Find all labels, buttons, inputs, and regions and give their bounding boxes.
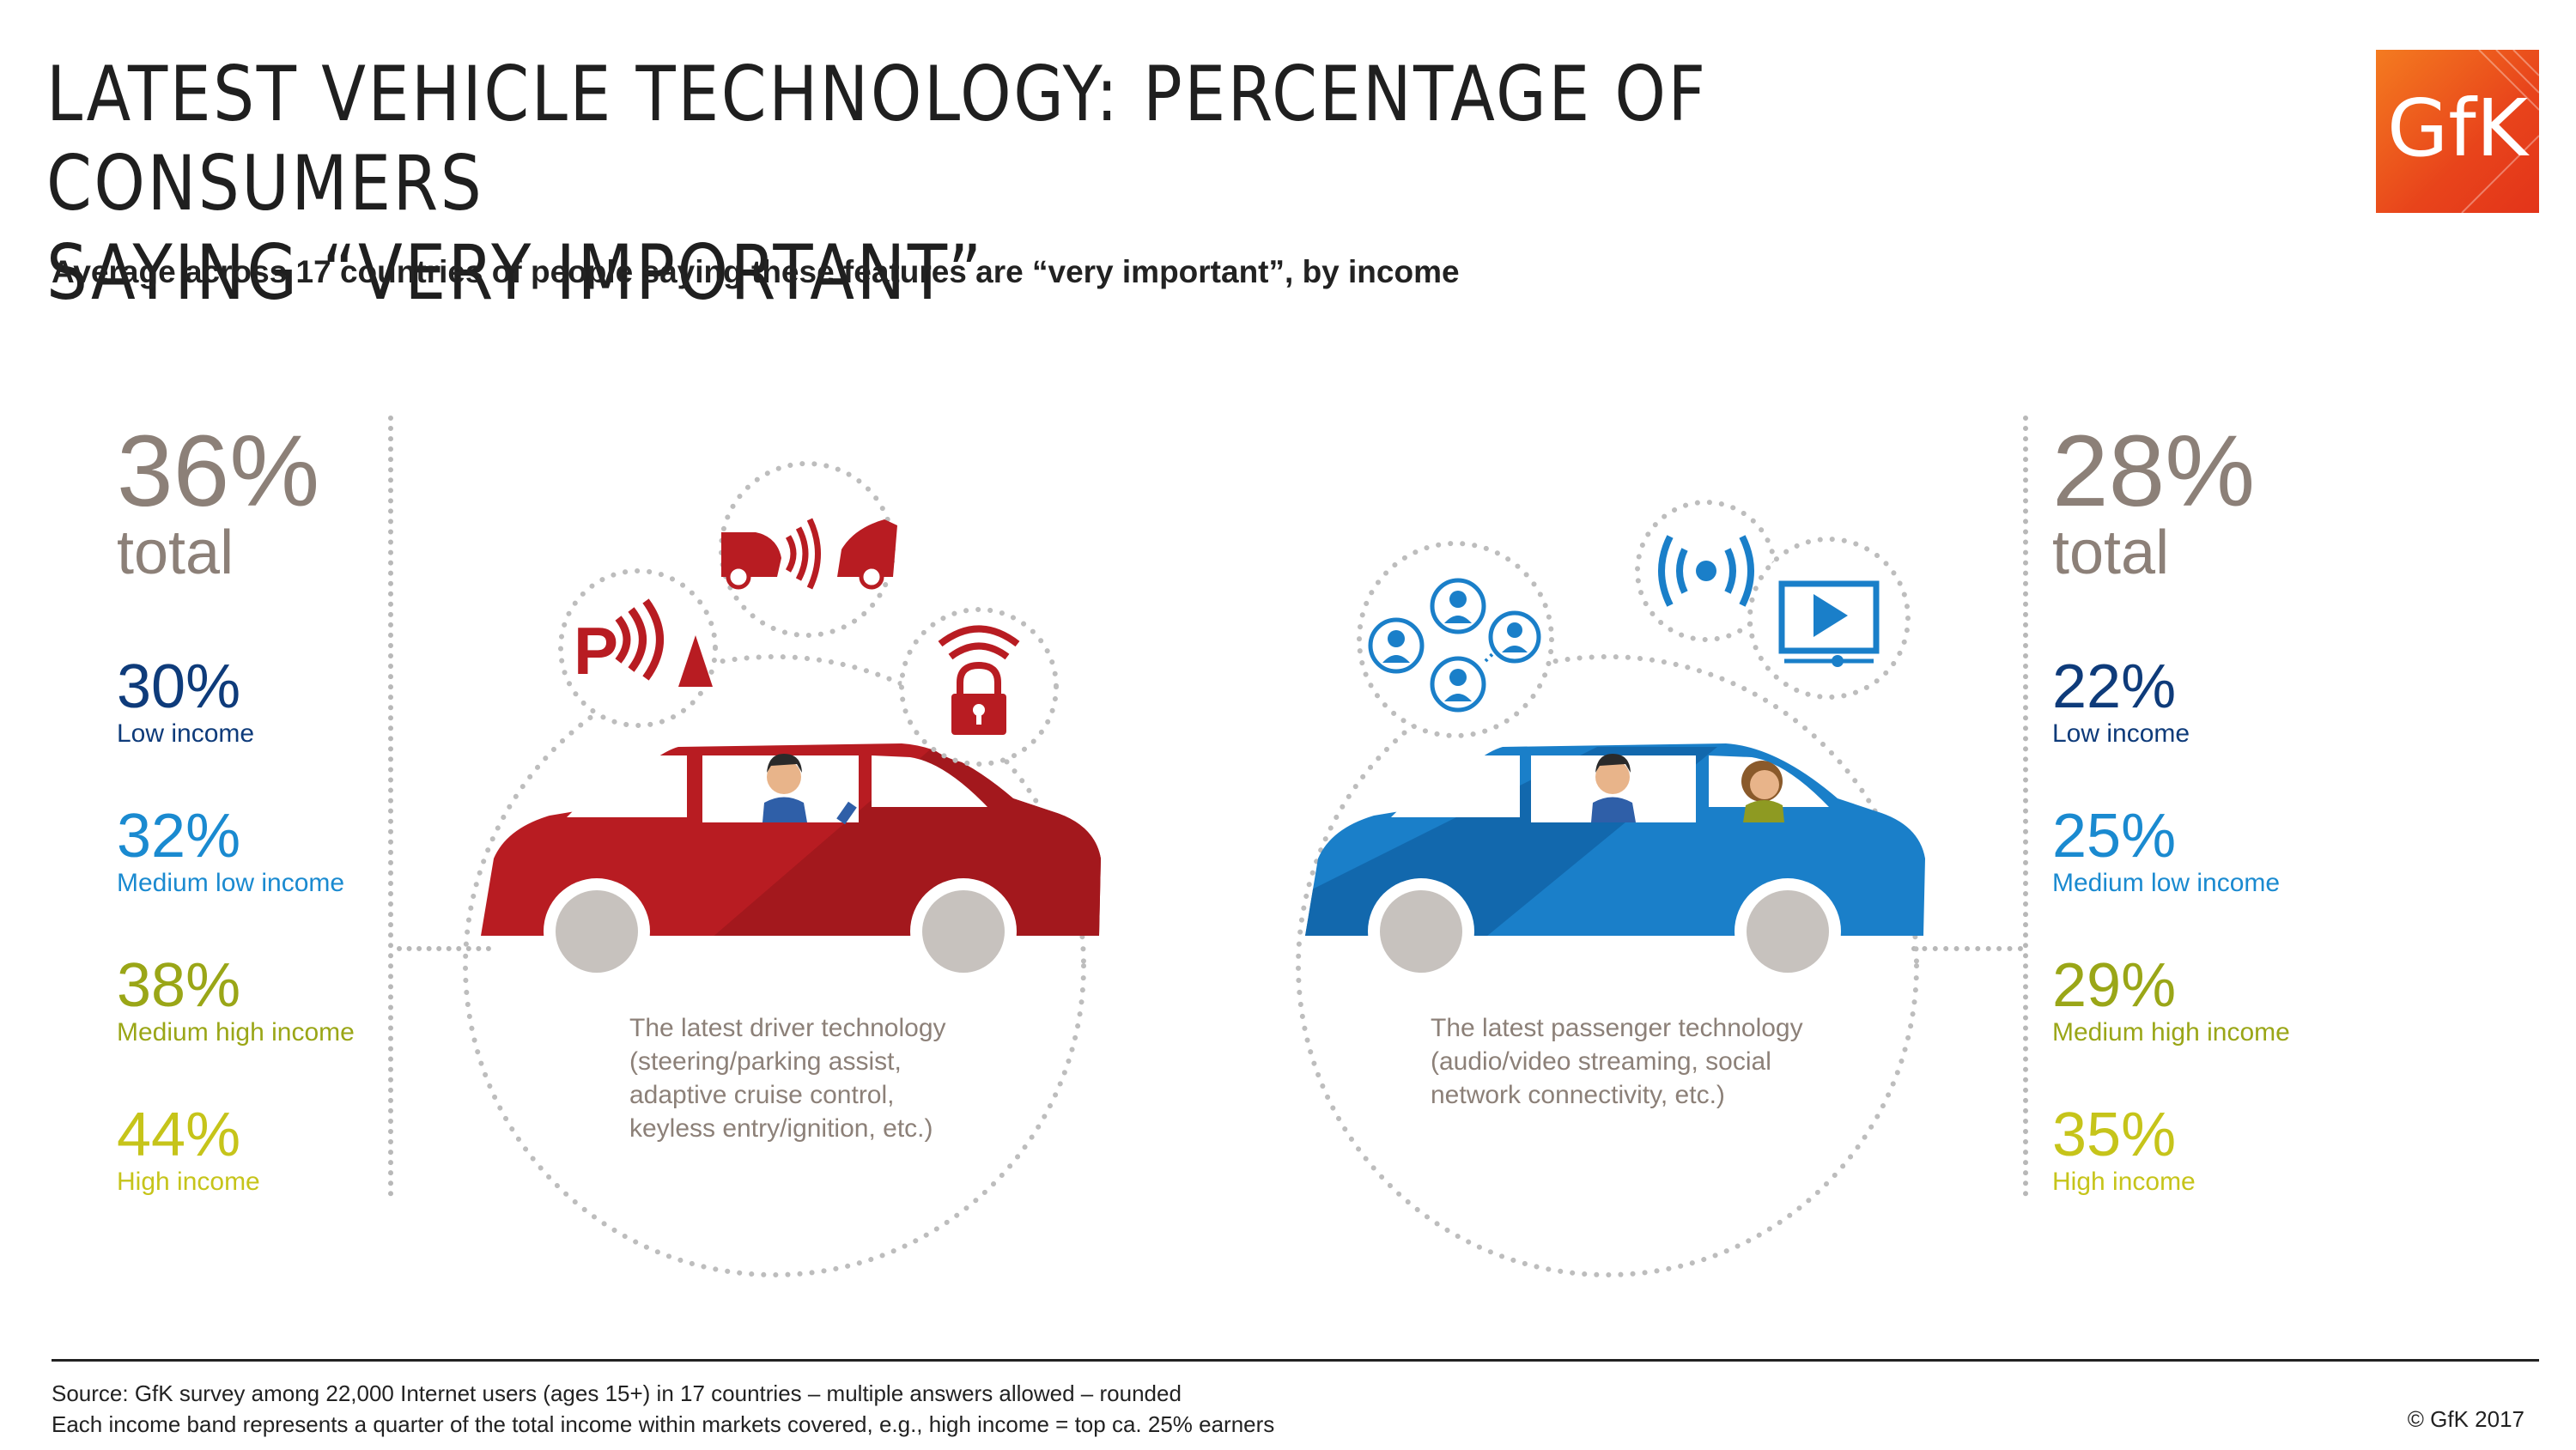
driver-stats: 36% total 30% Low income 32% Medium low … <box>117 415 355 1197</box>
driver-medium-high-label: Medium high income <box>117 1018 355 1047</box>
passenger-low: 22% Low income <box>2052 654 2290 749</box>
footer-rule <box>52 1359 2539 1362</box>
left-connector <box>397 946 491 951</box>
passenger-low-label: Low income <box>2052 719 2190 748</box>
copyright: © GfK 2017 <box>2407 1406 2524 1432</box>
logo-text: GfK <box>2386 82 2528 174</box>
driver-total-value: 36% <box>117 415 320 528</box>
passenger-medium-high-label: Medium high income <box>2052 1018 2290 1047</box>
logo-lines-icon <box>2461 50 2539 213</box>
source-line-1: Source: GfK survey among 22,000 Internet… <box>52 1380 1182 1406</box>
gfk-logo: GfK <box>2376 50 2539 213</box>
driver-low-label: Low income <box>117 719 255 748</box>
driver-low: 30% Low income <box>117 654 355 749</box>
passenger-medium-low: 25% Medium low income <box>2052 804 2290 898</box>
passenger-stats: 28% total 22% Low income 25% Medium low … <box>2052 415 2290 1197</box>
passenger-desc-line-3: network connectivity, etc.) <box>1431 1081 1725 1109</box>
passenger-desc-line-1: The latest passenger technology <box>1431 1014 1803 1042</box>
collision-warning-icon <box>719 461 897 638</box>
driver-desc-line-2: (steering/parking assist, <box>629 1047 902 1076</box>
right-divider <box>2023 416 2028 1197</box>
driver-medium-low-label: Medium low income <box>117 869 345 897</box>
right-connector <box>1911 946 2023 951</box>
passenger-medium-low-value: 25% <box>2052 802 2177 871</box>
driver-high-value: 44% <box>117 1101 241 1169</box>
parking-sensor-icon: P <box>558 568 718 728</box>
passenger-low-value: 22% <box>2052 652 2177 721</box>
title-line-1: LATEST VEHICLE TECHNOLOGY: PERCENTAGE OF… <box>46 50 1708 228</box>
passenger-desc-line-2: (audio/video streaming, social <box>1431 1047 1771 1076</box>
driver-dotted-circle <box>463 654 1086 1277</box>
driver-medium-high-value: 38% <box>117 951 241 1020</box>
video-play-icon <box>1747 537 1911 700</box>
passenger-car <box>1305 743 1925 985</box>
passenger-total-value: 28% <box>2052 415 2256 528</box>
source-note: Source: GfK survey among 22,000 Internet… <box>52 1378 1274 1440</box>
passenger-dotted-circle <box>1296 654 1919 1277</box>
driver-desc-line-4: keyless entry/ignition, etc.) <box>629 1114 933 1143</box>
driver-car <box>481 743 1101 985</box>
passenger-medium-high: 29% Medium high income <box>2052 953 2290 1047</box>
passenger-description: The latest passenger technology (audio/v… <box>1431 1011 1803 1112</box>
driver-medium-low-value: 32% <box>117 802 241 871</box>
driver-high-label: High income <box>117 1168 260 1196</box>
passenger-total-label: total <box>2052 519 2170 587</box>
subtitle: Average across 17 countries of people sa… <box>52 254 1460 289</box>
svg-text:P: P <box>574 613 618 689</box>
source-line-2: Each income band represents a quarter of… <box>52 1411 1275 1437</box>
passenger-high-value: 35% <box>2052 1101 2177 1169</box>
social-network-icon <box>1357 541 1554 738</box>
page-title: LATEST VEHICLE TECHNOLOGY: PERCENTAGE OF… <box>46 50 2365 318</box>
driver-description: The latest driver technology (steering/p… <box>629 1011 946 1145</box>
driver-desc-line-1: The latest driver technology <box>629 1014 946 1042</box>
driver-high: 44% High income <box>117 1102 355 1197</box>
driver-total-label: total <box>117 519 234 587</box>
driver-medium-low: 32% Medium low income <box>117 804 355 898</box>
title-line-2: SAYING “VERY IMPORTANT” <box>46 228 984 317</box>
passenger-high: 35% High income <box>2052 1102 2290 1197</box>
passenger-medium-low-label: Medium low income <box>2052 869 2281 897</box>
driver-desc-line-3: adaptive cruise control, <box>629 1081 895 1109</box>
driver-low-value: 30% <box>117 652 241 721</box>
keyless-lock-icon <box>899 607 1059 767</box>
passenger-medium-high-value: 29% <box>2052 951 2177 1020</box>
left-divider <box>388 416 393 1197</box>
passenger-high-label: High income <box>2052 1168 2196 1196</box>
wireless-signal-icon <box>1635 500 1777 642</box>
driver-medium-high: 38% Medium high income <box>117 953 355 1047</box>
